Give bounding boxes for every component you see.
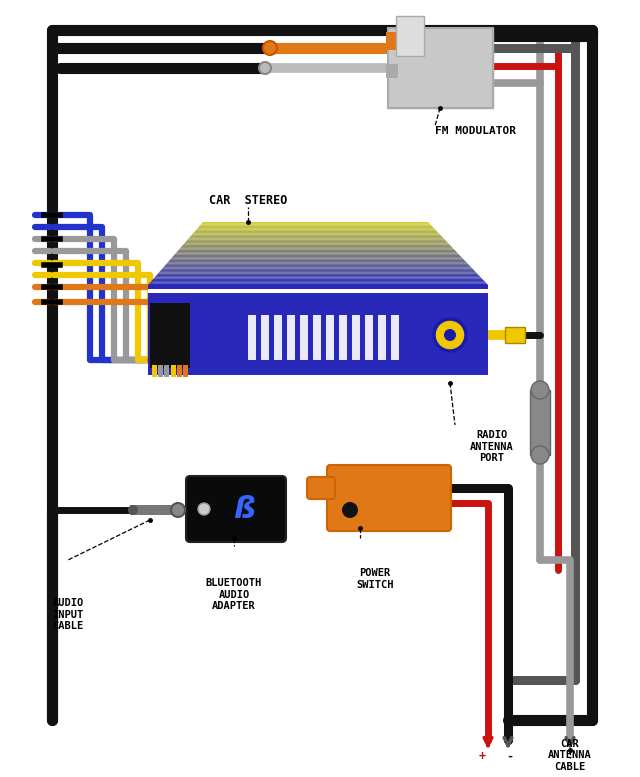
Polygon shape <box>163 267 472 269</box>
Polygon shape <box>158 273 477 274</box>
Bar <box>388 28 493 108</box>
Bar <box>386 64 398 78</box>
Polygon shape <box>156 275 479 276</box>
Bar <box>313 315 321 360</box>
Text: CAR
ANTENNA
CABLE: CAR ANTENNA CABLE <box>548 739 592 772</box>
Bar <box>171 365 175 377</box>
Polygon shape <box>163 266 471 267</box>
Bar <box>150 303 190 368</box>
Polygon shape <box>200 225 431 226</box>
FancyBboxPatch shape <box>327 465 451 531</box>
Polygon shape <box>150 281 486 283</box>
Polygon shape <box>193 232 439 233</box>
Polygon shape <box>186 239 446 241</box>
Polygon shape <box>198 227 434 228</box>
Bar <box>326 315 334 360</box>
Polygon shape <box>178 249 456 251</box>
Bar <box>152 365 157 377</box>
Bar <box>300 315 308 360</box>
Polygon shape <box>157 274 479 275</box>
Bar <box>183 365 188 377</box>
FancyBboxPatch shape <box>307 477 335 499</box>
Polygon shape <box>192 233 440 235</box>
Polygon shape <box>201 223 430 225</box>
Polygon shape <box>184 242 449 243</box>
Bar <box>352 315 360 360</box>
Polygon shape <box>189 237 444 239</box>
Circle shape <box>531 381 549 399</box>
Polygon shape <box>195 229 436 231</box>
Circle shape <box>259 62 271 74</box>
Bar <box>365 315 373 360</box>
Text: -: - <box>506 750 513 763</box>
Text: RADIO
ANTENNA
PORT: RADIO ANTENNA PORT <box>470 430 514 463</box>
Bar <box>148 285 488 375</box>
Bar <box>130 505 175 515</box>
Polygon shape <box>177 251 457 253</box>
Polygon shape <box>149 283 487 284</box>
Polygon shape <box>198 226 433 227</box>
Polygon shape <box>152 279 483 280</box>
Bar <box>287 315 295 360</box>
Circle shape <box>434 319 466 351</box>
Polygon shape <box>151 280 484 281</box>
Circle shape <box>444 329 456 341</box>
Polygon shape <box>202 222 429 223</box>
Bar <box>396 16 424 56</box>
Polygon shape <box>174 253 460 255</box>
Polygon shape <box>194 231 438 232</box>
Text: ß: ß <box>233 494 255 524</box>
Polygon shape <box>190 236 442 237</box>
Polygon shape <box>164 265 470 266</box>
Text: CAR  STEREO: CAR STEREO <box>209 194 287 207</box>
Polygon shape <box>180 247 453 249</box>
Circle shape <box>531 446 549 464</box>
Polygon shape <box>169 260 465 261</box>
Polygon shape <box>181 246 452 247</box>
Bar <box>386 32 400 50</box>
Polygon shape <box>155 276 481 277</box>
Circle shape <box>198 503 210 515</box>
Polygon shape <box>182 245 451 246</box>
Polygon shape <box>166 263 468 265</box>
Bar <box>505 327 525 343</box>
FancyBboxPatch shape <box>186 476 286 542</box>
Circle shape <box>128 505 138 515</box>
Circle shape <box>171 503 185 517</box>
Bar <box>391 315 399 360</box>
Bar <box>148 289 488 293</box>
Text: POWER
SWITCH: POWER SWITCH <box>356 568 394 590</box>
Text: FM MODULATOR: FM MODULATOR <box>435 126 516 136</box>
Text: +: + <box>479 750 486 763</box>
Polygon shape <box>196 228 435 229</box>
Bar <box>248 315 256 360</box>
Polygon shape <box>160 270 475 271</box>
Bar <box>177 365 182 377</box>
Bar <box>274 315 282 360</box>
Circle shape <box>263 41 277 55</box>
Polygon shape <box>170 259 464 260</box>
Polygon shape <box>154 277 482 279</box>
Polygon shape <box>183 243 450 245</box>
Polygon shape <box>171 257 463 259</box>
Text: AUDIO
INPUT
CABLE: AUDIO INPUT CABLE <box>52 598 84 631</box>
Bar <box>378 315 386 360</box>
Bar <box>261 315 269 360</box>
Polygon shape <box>186 241 447 242</box>
Bar <box>530 390 550 455</box>
Bar <box>158 365 163 377</box>
Polygon shape <box>191 235 441 236</box>
Polygon shape <box>159 271 476 273</box>
Bar <box>164 365 170 377</box>
Polygon shape <box>172 256 461 257</box>
Polygon shape <box>173 255 460 256</box>
Polygon shape <box>168 261 467 263</box>
Polygon shape <box>161 269 474 270</box>
Bar <box>339 315 347 360</box>
Bar <box>388 28 493 108</box>
Text: BLUETOOTH
AUDIO
ADAPTER: BLUETOOTH AUDIO ADAPTER <box>206 578 262 611</box>
Circle shape <box>342 502 358 518</box>
Polygon shape <box>148 284 488 285</box>
